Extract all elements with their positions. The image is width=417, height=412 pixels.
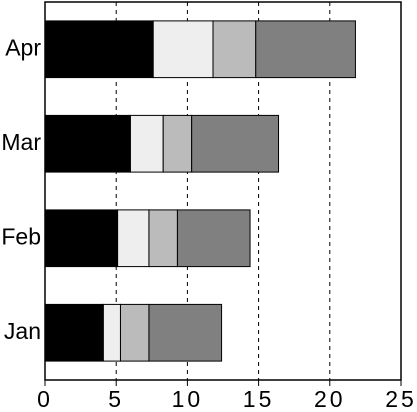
bar-segment: [255, 20, 356, 79]
bar-segment: [152, 20, 214, 79]
plot-frame: [44, 1, 402, 381]
bar-segment: [148, 209, 178, 268]
bar-segment: [102, 303, 121, 362]
bar-segment: [44, 303, 104, 362]
y-tick-label: Feb: [1, 223, 41, 249]
x-tick-label: 0: [37, 386, 53, 412]
y-tick-label: Mar: [1, 129, 41, 155]
bar-segment: [119, 303, 150, 362]
bar-segment: [162, 114, 193, 173]
bar-segment: [44, 209, 119, 268]
bar-segment: [44, 20, 154, 79]
x-tick-label: 5: [108, 386, 124, 412]
y-tick-label: Jan: [4, 318, 41, 344]
bar-segment: [129, 114, 164, 173]
bar-segment: [148, 303, 223, 362]
y-tick-label: Apr: [5, 34, 41, 60]
bar-segment: [191, 114, 280, 173]
bar-segment: [117, 209, 150, 268]
x-tick-label: 10: [172, 386, 204, 412]
bar-segment: [176, 209, 251, 268]
bar-segment: [44, 114, 131, 173]
bar-segment: [212, 20, 257, 79]
x-tick-label: 20: [314, 386, 346, 412]
x-tick-label: 25: [385, 386, 417, 412]
x-tick-label: 15: [243, 386, 275, 412]
